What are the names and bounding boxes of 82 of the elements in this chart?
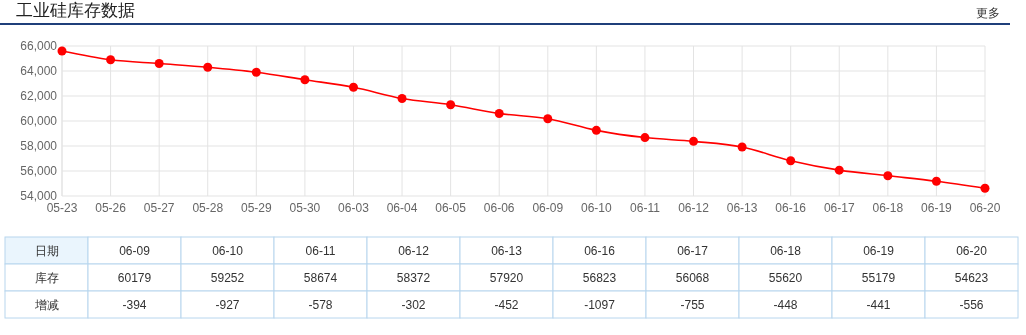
x-tick-label: 06-19	[921, 201, 953, 215]
point	[348, 82, 358, 92]
point	[834, 165, 844, 175]
point	[446, 100, 456, 110]
text: 日期	[34, 243, 59, 258]
data-label: 57920	[489, 270, 524, 285]
data-label: -448	[773, 297, 798, 312]
category-label: 06-19	[863, 243, 895, 258]
x-tick-label: 06-06	[483, 201, 515, 215]
point	[494, 109, 504, 118]
x-tick-label: 06-09	[532, 201, 564, 215]
data-label: -441	[866, 297, 891, 312]
x-tick-label: 05-23	[46, 201, 78, 215]
data-label: -452	[494, 297, 519, 312]
data-label: 58372	[396, 270, 431, 285]
x-tick-label: 06-12	[678, 201, 710, 215]
y-tick-label: 60,000	[20, 114, 58, 129]
data-label: 54623	[954, 270, 989, 285]
x-tick-label: 05-28	[192, 201, 224, 215]
y-tick-label: 54,000	[20, 189, 58, 204]
text: 库存	[34, 270, 59, 285]
point	[737, 142, 747, 152]
y-tick-label: 64,000	[20, 64, 58, 79]
data-label: 56823	[582, 270, 617, 285]
x-tick-label: 05-27	[143, 201, 175, 215]
y-tick-label: 66,000	[20, 39, 58, 54]
y-tick-label: 58,000	[20, 139, 58, 154]
category-label: 06-11	[305, 243, 336, 258]
point	[980, 183, 990, 193]
category-label: 06-16	[584, 243, 616, 258]
point	[397, 94, 407, 103]
point	[300, 75, 310, 85]
point	[106, 55, 116, 65]
data-label: -927	[215, 297, 240, 312]
x-tick-label: 06-13	[726, 201, 758, 215]
data-label: -578	[308, 297, 333, 312]
point	[251, 67, 261, 77]
x-tick-label: 06-17	[823, 201, 855, 215]
data-label: 55620	[768, 270, 803, 285]
y-tick-label: 56,000	[20, 164, 58, 179]
data-label: 59252	[210, 270, 245, 285]
x-tick-label: 06-11	[630, 201, 661, 215]
x-tick-label: 06-10	[581, 201, 613, 215]
x-tick-label: 06-18	[872, 201, 904, 215]
data-label: -1097	[584, 297, 616, 312]
point	[640, 133, 650, 143]
data-label: 56068	[675, 270, 710, 285]
data-label: 55179	[861, 270, 896, 285]
point	[786, 156, 796, 166]
data-label: -394	[122, 297, 147, 312]
text: 更多	[976, 6, 1000, 20]
x-tick-label: 06-03	[338, 201, 370, 215]
point	[543, 114, 553, 124]
point	[689, 136, 699, 146]
point	[154, 59, 164, 68]
x-tick-label: 06-20	[969, 201, 1001, 215]
point	[883, 171, 893, 181]
category-label: 06-18	[770, 243, 802, 258]
point	[203, 62, 213, 72]
category-label: 06-17	[677, 243, 709, 258]
point	[591, 125, 601, 135]
data-label: 58674	[303, 270, 338, 285]
data-label: 60179	[117, 270, 152, 285]
data-label: -755	[680, 297, 705, 312]
category-label: 06-20	[956, 243, 988, 258]
x-tick-label: 05-26	[95, 201, 127, 215]
x-tick-label: 06-04	[386, 201, 418, 215]
chart-title: 工业硅库存数据	[16, 1, 135, 20]
point	[57, 46, 67, 56]
category-label: 06-09	[119, 243, 151, 258]
x-tick-label: 06-16	[775, 201, 807, 215]
category-label: 06-10	[212, 243, 244, 258]
text: 增减	[33, 297, 59, 312]
category-label: 06-13	[491, 243, 523, 258]
x-tick-label: 05-30	[289, 201, 321, 215]
x-tick-label: 06-05	[435, 201, 467, 215]
point	[931, 176, 941, 186]
y-tick-label: 62,000	[20, 89, 58, 104]
data-label: -556	[959, 297, 984, 312]
data-label: -302	[401, 297, 426, 312]
x-tick-label: 05-29	[240, 201, 272, 215]
category-label: 06-12	[398, 243, 430, 258]
